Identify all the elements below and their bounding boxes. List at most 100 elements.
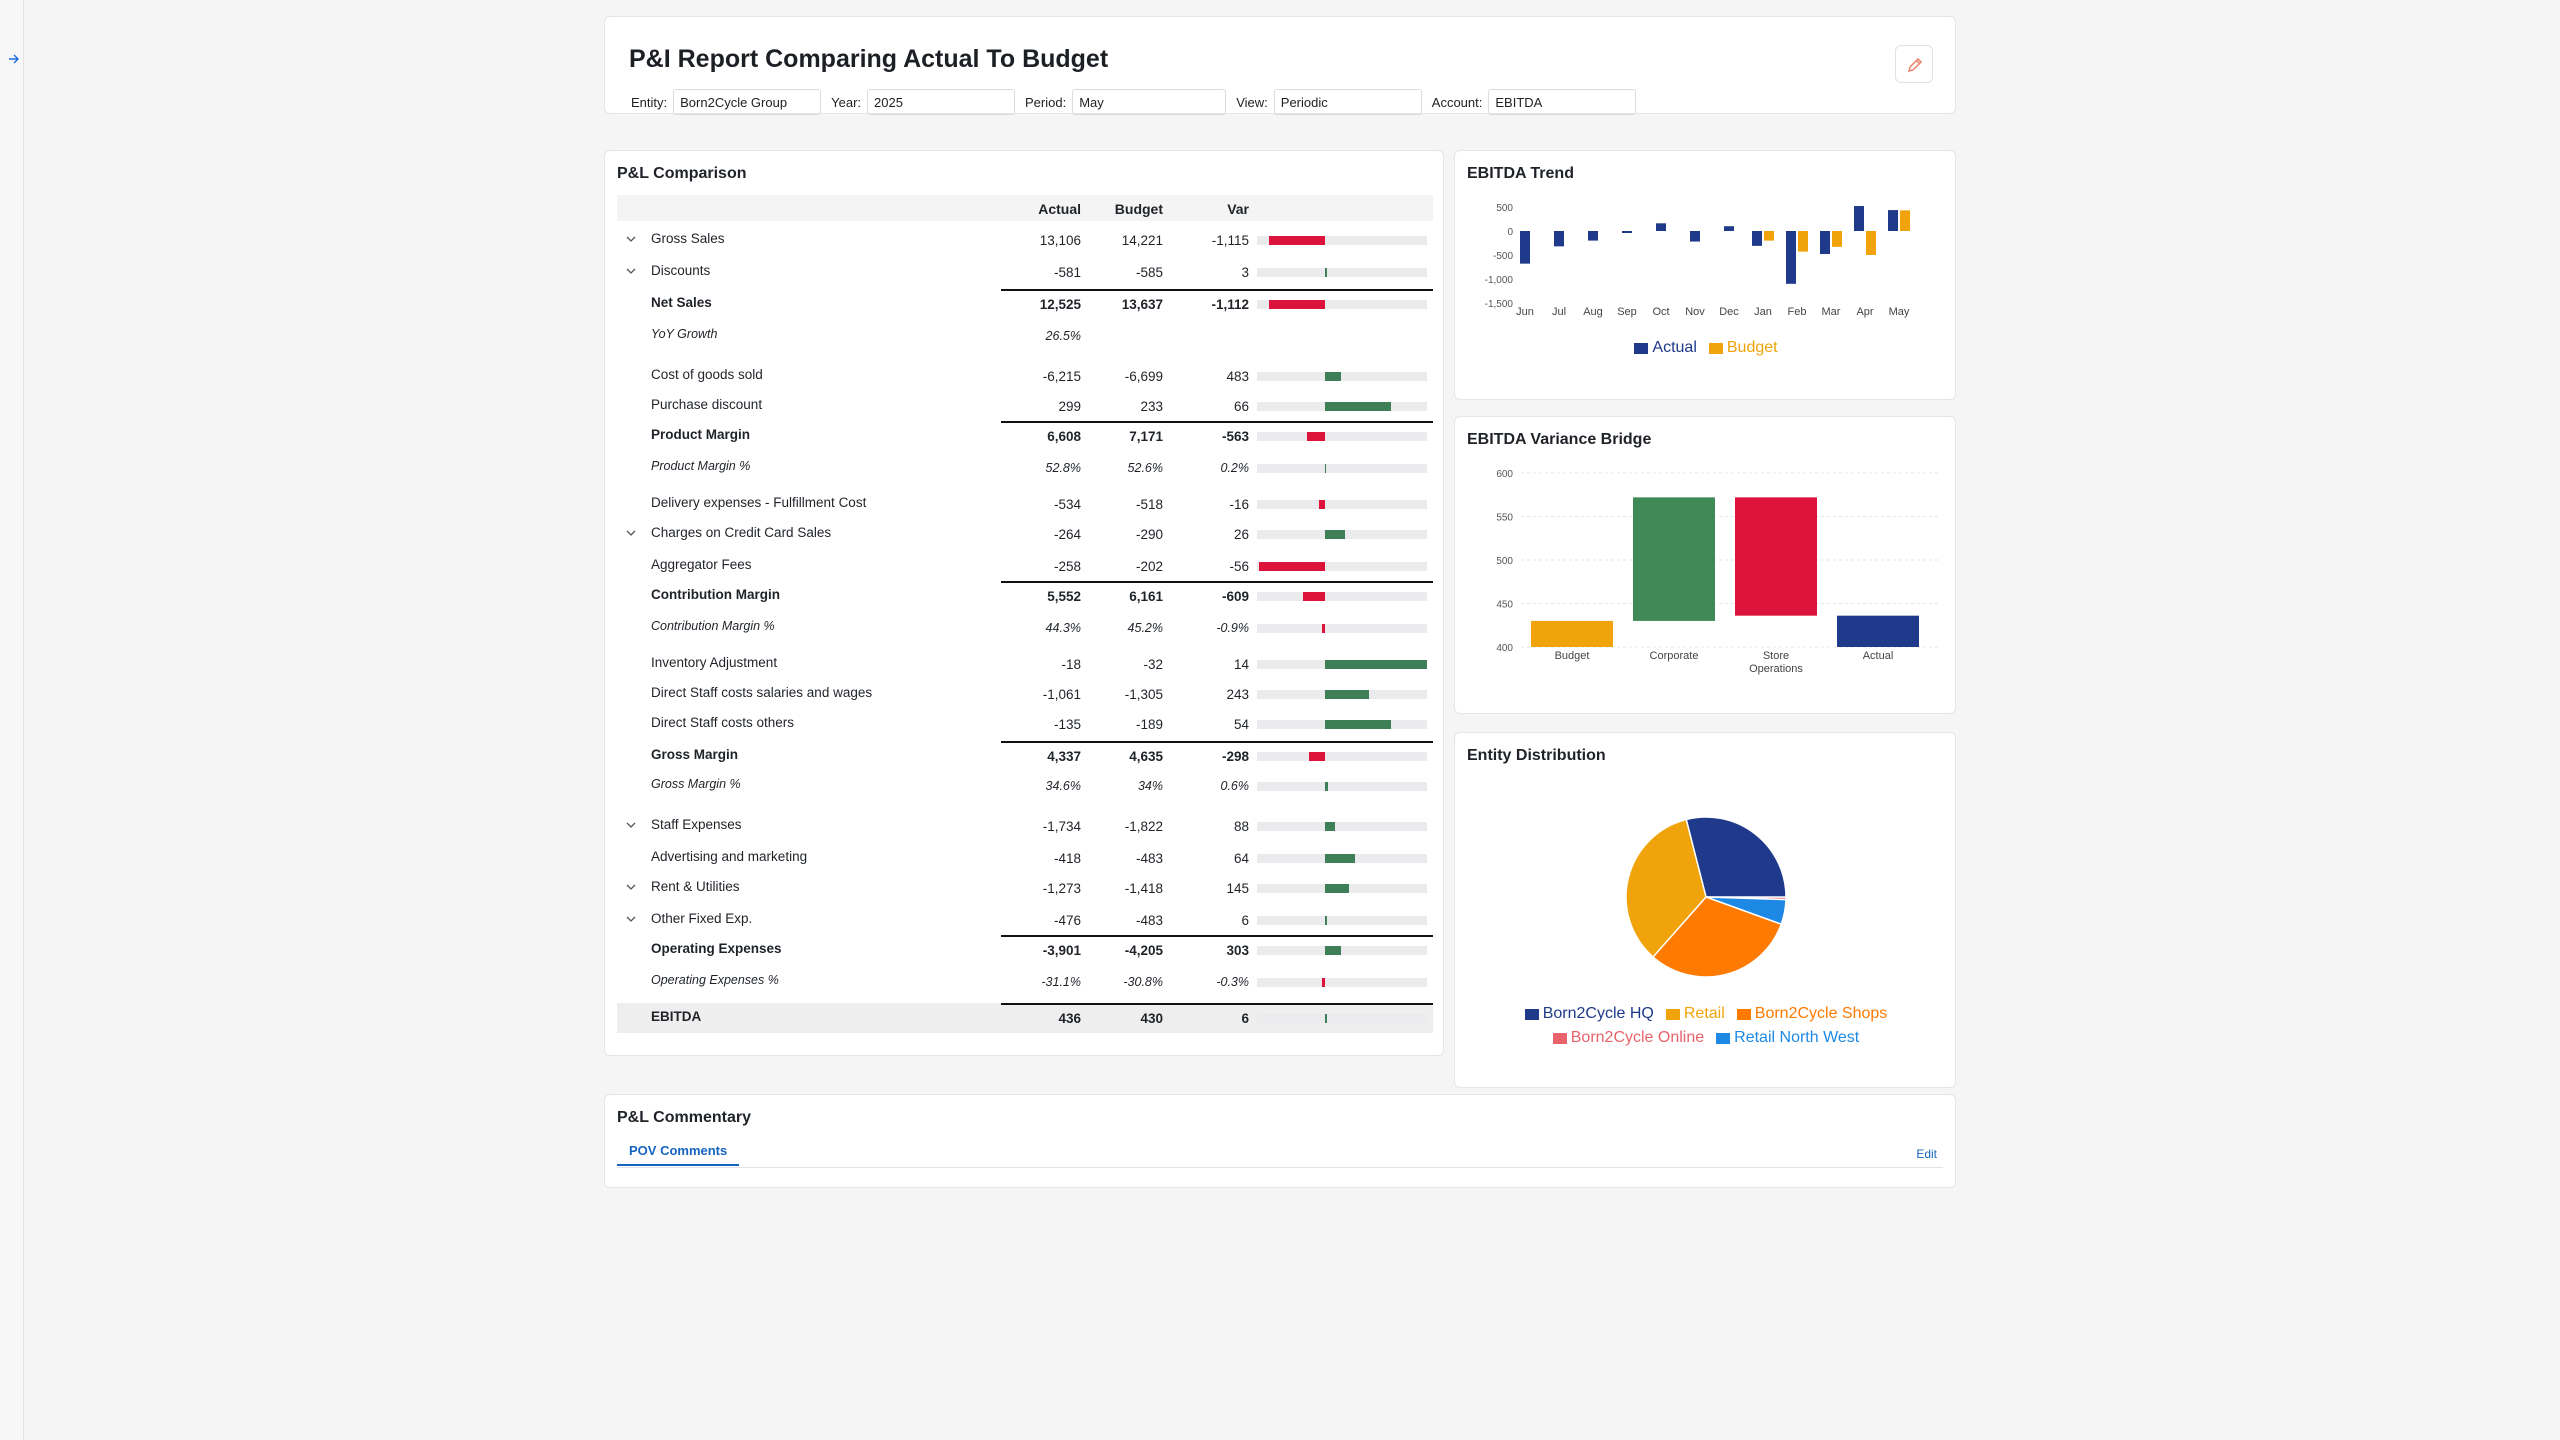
variance-value: -563	[1221, 429, 1249, 444]
table-row: Purchase discount 299 233 66	[617, 391, 1433, 421]
budget-bar[interactable]	[1866, 231, 1876, 255]
table-row[interactable]: Discounts -581 -585 3	[617, 257, 1433, 287]
x-tick-label: Sep	[1617, 306, 1637, 318]
actual-bar[interactable]	[1622, 231, 1632, 233]
variance-bar	[1325, 822, 1335, 831]
bridge-bar[interactable]	[1837, 615, 1919, 647]
row-label: Advertising and marketing	[651, 849, 808, 864]
chevron-down-icon[interactable]	[625, 233, 637, 245]
period-field[interactable]: May	[1072, 89, 1227, 115]
entity-field[interactable]: Born2Cycle Group	[673, 89, 822, 115]
table-row[interactable]: Staff Expenses -1,734 -1,822 88	[617, 811, 1433, 841]
pie-slice[interactable]	[1625, 818, 1707, 958]
actual-bar[interactable]	[1690, 231, 1700, 242]
actual-bar[interactable]	[1520, 231, 1530, 264]
legend-item-north-west[interactable]: Retail North West	[1716, 1029, 1859, 1047]
chevron-down-icon[interactable]	[625, 265, 637, 277]
ebitda-bridge-title: EBITDA Variance Bridge	[1467, 431, 1652, 448]
legend-item-actual[interactable]: Actual	[1634, 339, 1697, 357]
view-field[interactable]: Periodic	[1273, 89, 1422, 115]
view-label: View:	[1236, 94, 1268, 110]
legend-item-online[interactable]: Born2Cycle Online	[1552, 1029, 1704, 1047]
table-row: YoY Growth 26.5%	[617, 321, 1433, 351]
budget-bar[interactable]	[1798, 231, 1808, 252]
variance-value: -16	[1229, 497, 1249, 512]
legend-swatch	[1634, 342, 1649, 354]
actual-value: 6,608	[1047, 429, 1081, 444]
account-field[interactable]: EBITDA	[1488, 89, 1637, 115]
pie-slice[interactable]	[1685, 816, 1787, 898]
row-label: Rent & Utilities	[651, 879, 740, 894]
budget-bar[interactable]	[1900, 210, 1910, 231]
actual-value: 34.6%	[1045, 779, 1081, 793]
variance-value: -1,115	[1211, 233, 1249, 248]
table-row[interactable]: Other Fixed Exp. -476 -483 6	[617, 905, 1433, 935]
legend-item-shops[interactable]: Born2Cycle Shops	[1736, 1005, 1887, 1023]
legend-label: Retail	[1683, 1005, 1725, 1022]
legend-item-retail[interactable]: Retail	[1665, 1005, 1725, 1023]
pl-commentary-title: P&L Commentary	[617, 1109, 751, 1126]
pie-slice[interactable]	[1651, 896, 1783, 978]
distribution-legend-row1: Born2Cycle HQ Retail Born2Cycle Shops	[1455, 1005, 1957, 1023]
row-label: Gross Sales	[651, 231, 725, 246]
chevron-down-icon[interactable]	[625, 527, 637, 539]
actual-bar[interactable]	[1786, 231, 1796, 284]
variance-bar	[1325, 916, 1327, 925]
table-row[interactable]: Charges on Credit Card Sales -264 -290 26	[617, 519, 1433, 549]
period-label: Period:	[1025, 94, 1067, 110]
actual-bar[interactable]	[1554, 231, 1564, 247]
pl-commentary-card: P&L Commentary POV Comments Edit	[604, 1094, 1956, 1188]
legend-swatch	[1736, 1008, 1751, 1020]
bridge-bar[interactable]	[1531, 620, 1613, 647]
budget-bar[interactable]	[1832, 231, 1842, 247]
actual-bar[interactable]	[1854, 206, 1864, 231]
variance-value: 145	[1226, 881, 1249, 896]
actual-bar[interactable]	[1820, 231, 1830, 255]
chevron-down-icon[interactable]	[625, 819, 637, 831]
variance-value: 0.6%	[1220, 779, 1250, 793]
actual-bar[interactable]	[1752, 231, 1762, 246]
row-label: YoY Growth	[651, 327, 718, 341]
actual-bar[interactable]	[1588, 231, 1598, 241]
bridge-bar[interactable]	[1735, 497, 1817, 616]
variance-bar-track	[1257, 690, 1427, 699]
variance-bar	[1269, 236, 1325, 245]
tab-pov-comments[interactable]: POV Comments	[617, 1143, 740, 1166]
y-tick-label: 600	[1496, 469, 1513, 480]
legend-item-hq[interactable]: Born2Cycle HQ	[1524, 1005, 1654, 1023]
y-tick-label: -1,000	[1485, 275, 1514, 286]
row-label: EBITDA	[651, 1009, 702, 1024]
actual-bar[interactable]	[1656, 223, 1666, 231]
bridge-bar[interactable]	[1633, 497, 1715, 621]
y-tick-label: 0	[1507, 227, 1513, 238]
table-row: Cost of goods sold -6,215 -6,699 483	[617, 361, 1433, 391]
actual-bar[interactable]	[1724, 226, 1734, 231]
x-tick-label: Store Operations	[1749, 650, 1803, 675]
row-label: Product Margin %	[651, 459, 751, 473]
variance-bar	[1303, 592, 1325, 601]
table-row[interactable]: Gross Sales 13,106 14,221 -1,115	[617, 225, 1433, 255]
variance-bar	[1325, 884, 1349, 893]
row-label: Gross Margin	[651, 747, 739, 762]
row-label: Aggregator Fees	[651, 557, 752, 572]
variance-value: -1,112	[1211, 297, 1249, 312]
legend-item-budget[interactable]: Budget	[1708, 339, 1778, 357]
table-row[interactable]: Rent & Utilities -1,273 -1,418 145	[617, 873, 1433, 903]
budget-value: -6,699	[1124, 369, 1163, 384]
chevron-down-icon[interactable]	[625, 881, 637, 893]
edit-report-button[interactable]	[1895, 45, 1933, 83]
chevron-down-icon[interactable]	[625, 913, 637, 925]
ebitda-trend-card: EBITDA Trend 500 0 -500 -1,000 -1,500 Jun Jul A…	[1454, 150, 1956, 400]
legend-swatch	[1665, 1008, 1680, 1020]
budget-value: -30.8%	[1123, 975, 1163, 989]
actual-value: -18	[1061, 657, 1081, 672]
actual-bar[interactable]	[1888, 210, 1898, 231]
table-row: Contribution Margin 5,552 6,161 -609	[617, 581, 1433, 611]
edit-commentary-link[interactable]: Edit	[1916, 1147, 1937, 1161]
expand-arrow-icon[interactable]	[7, 52, 21, 66]
year-field[interactable]: 2025	[867, 89, 1016, 115]
row-label: Product Margin	[651, 427, 751, 442]
pl-comparison-title: P&L Comparison	[617, 165, 747, 182]
budget-bar[interactable]	[1764, 231, 1774, 241]
variance-bar-track	[1257, 978, 1427, 987]
